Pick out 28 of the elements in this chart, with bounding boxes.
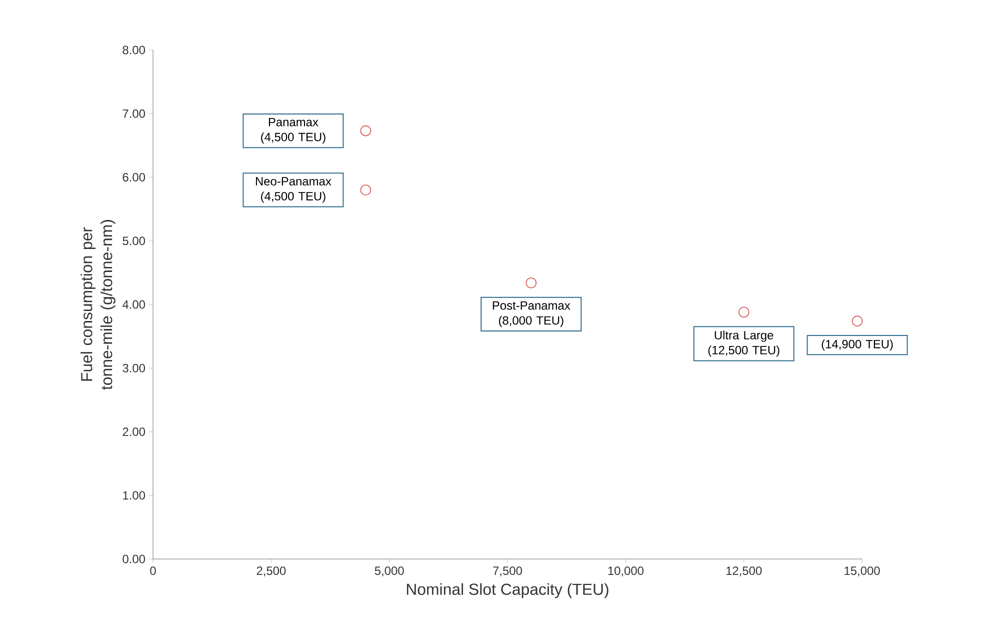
- point: [852, 316, 863, 326]
- x-tick-label: 15,000: [844, 566, 880, 576]
- y-tick-label: 0.00: [122, 554, 146, 564]
- annotation: Panamax (4,500 TEU): [261, 118, 326, 144]
- y-tick-label: 8.00: [122, 46, 146, 54]
- x-axis-title: Nominal Slot Capacity (TEU): [406, 583, 608, 598]
- x-tick-label: 10,000: [608, 566, 644, 576]
- point: [360, 125, 372, 136]
- y-tick-label: 4.00: [122, 300, 146, 309]
- y-axis-title: Fuel consumption per tonne-mile (g/tonne-nm): [80, 220, 116, 390]
- annotation: Neo-Panamax (4,500 TEU): [256, 177, 332, 203]
- point: [738, 306, 750, 318]
- annotation: (14,900 TEU): [822, 340, 893, 351]
- point: [526, 277, 537, 288]
- y-tick-label: 3.00: [122, 364, 146, 372]
- y-tick-label: 5.00: [122, 236, 146, 246]
- annotation: Ultra Large (12,500 TEU): [708, 330, 780, 357]
- x-tick-label: 0: [150, 566, 156, 575]
- annotation: Post-Panamax (8,000 TEU): [492, 301, 570, 328]
- y-tick-label: 6.00: [122, 173, 146, 182]
- x-tick-label: 5,000: [374, 566, 404, 576]
- x-tick-label: 7,500: [493, 566, 522, 576]
- point: [360, 184, 372, 196]
- y-tick-label: 7.00: [122, 109, 146, 118]
- y-tick-label: 2.00: [122, 428, 146, 436]
- y-tick-label: 1.00: [123, 491, 146, 500]
- x-tick-label: 2,500: [256, 566, 286, 576]
- x-tick-label: 12,500: [726, 566, 762, 576]
